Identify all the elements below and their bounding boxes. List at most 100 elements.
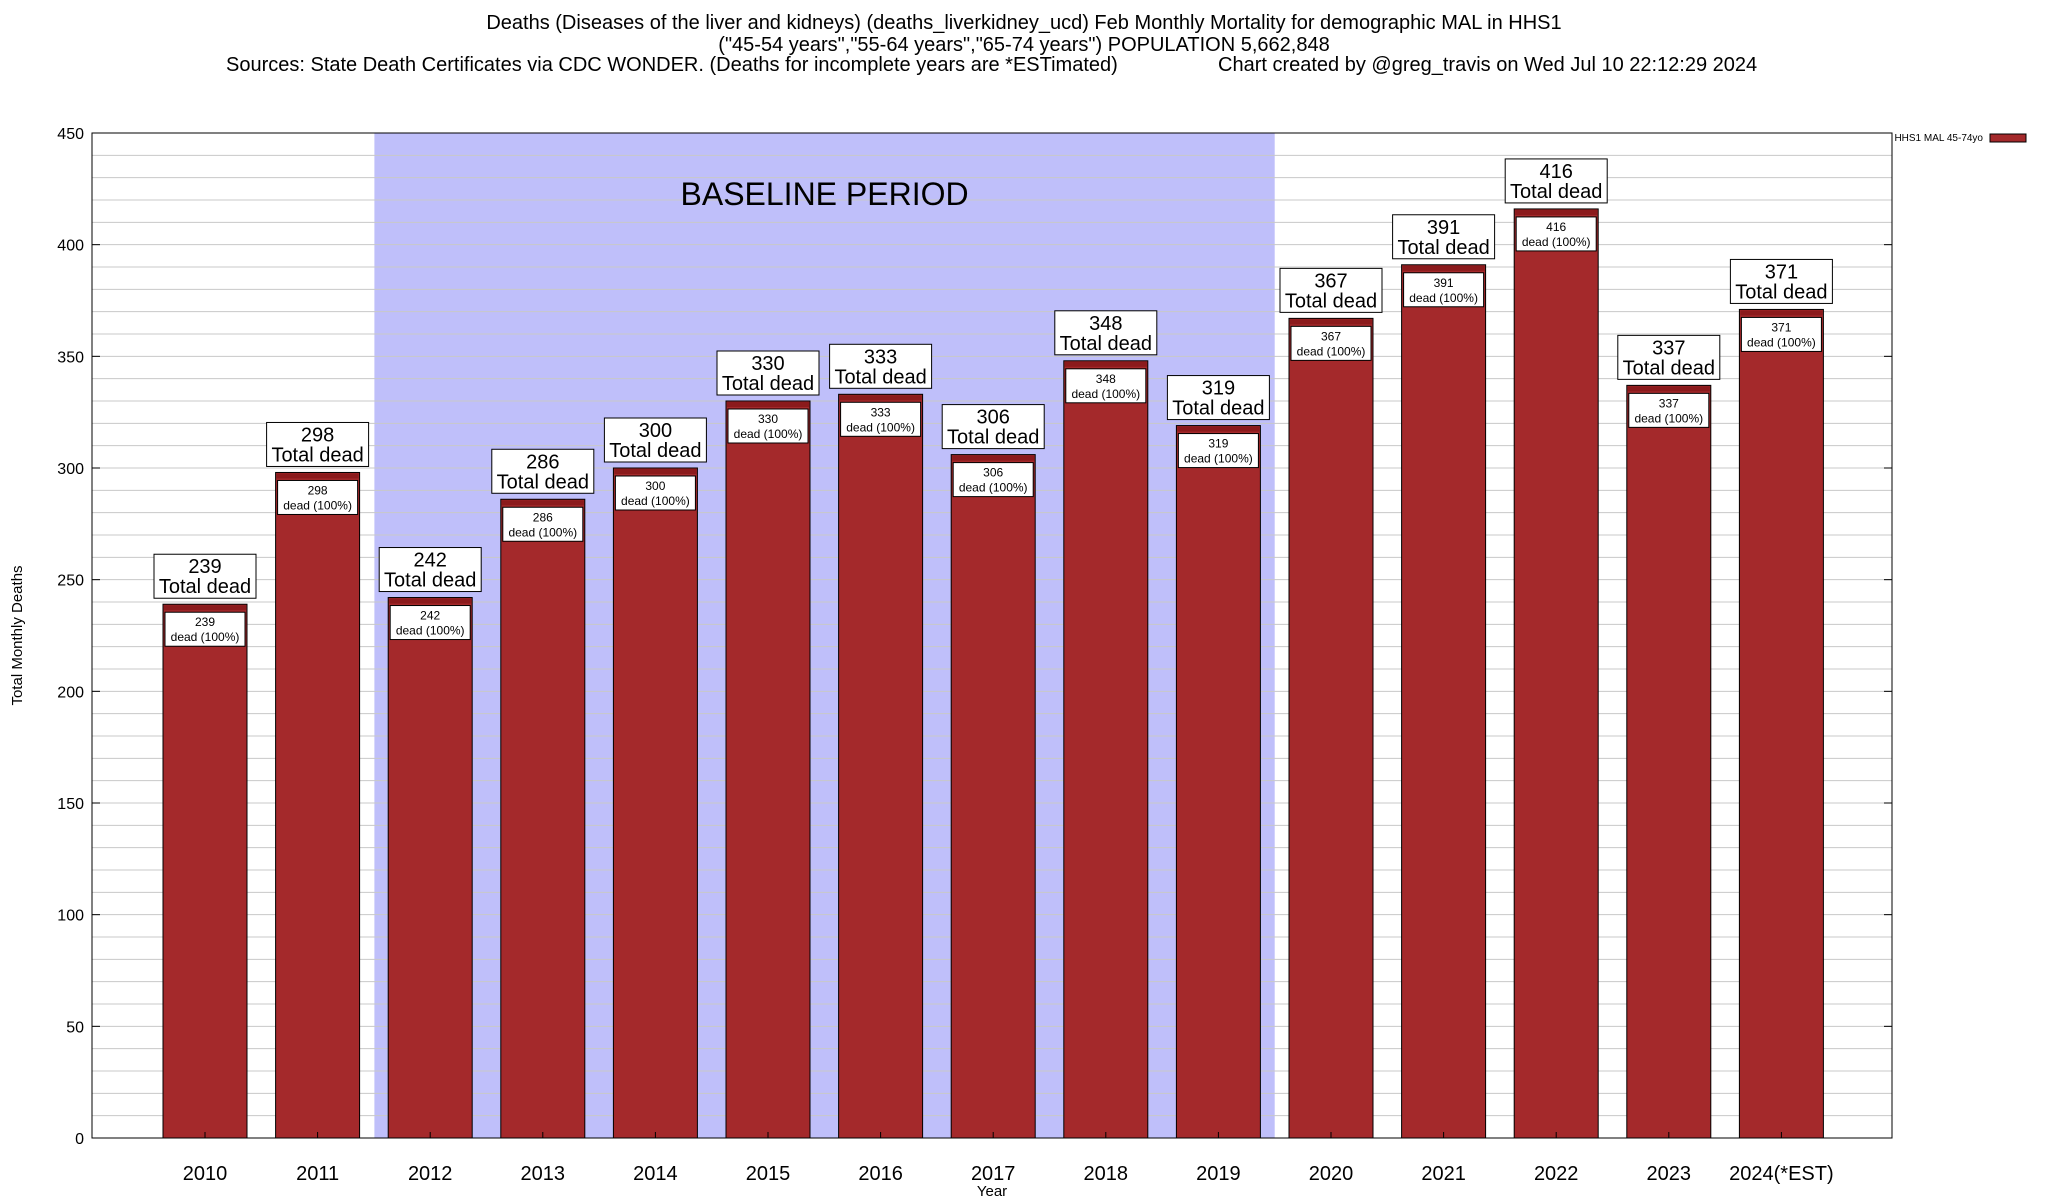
total-label-box [1166,375,1270,421]
total-dead-label: Total dead [1285,290,1377,312]
inner-value-label: 348 [1096,372,1116,386]
total-value-label: 306 [977,407,1010,429]
x-tick-label: 2022 [1534,1163,1579,1185]
y-tick-label: 400 [57,238,84,255]
inner-value-label: 333 [871,405,891,419]
inner-percent-label: dead (100%) [283,498,352,512]
inner-percent-label: dead (100%) [1409,291,1478,305]
inner-value-label: 306 [983,466,1003,480]
total-dead-label: Total dead [609,440,701,462]
x-tick-label: 2024(*EST) [1729,1163,1834,1185]
total-dead-label: Total dead [384,570,476,592]
bar [838,393,924,1139]
total-label-box [829,343,933,389]
total-dead-label: Total dead [1172,398,1264,420]
total-value-label: 330 [751,353,784,375]
inner-value-label: 319 [1208,437,1228,451]
y-tick-label: 250 [57,573,84,590]
total-label-box [1054,310,1158,356]
chart-title-block: Deaths (Diseases of the liver and kidney… [0,12,2048,56]
bar [387,597,473,1139]
bar-top-segment [1402,265,1485,271]
inner-percent-label: dead (100%) [1184,452,1253,466]
total-dead-label: Total dead [1735,281,1827,303]
inner-label-box [277,479,359,515]
inner-label-box [952,462,1034,498]
bar [950,454,1036,1139]
inner-percent-label: dead (100%) [1522,235,1591,249]
total-value-label: 286 [526,451,559,473]
x-tick-label: 2021 [1421,1163,1466,1185]
inner-percent-label: dead (100%) [1634,411,1703,425]
inner-value-label: 337 [1659,396,1679,410]
total-label-box [266,421,370,467]
bar [1626,384,1712,1139]
x-axis-label: Year [977,1183,1007,1200]
y-tick-label: 200 [57,684,84,701]
baseline-period-label: BASELINE PERIOD [681,176,969,212]
inner-label-box [1177,433,1259,469]
x-tick-label: 2023 [1647,1163,1692,1185]
x-tick-label: 2011 [296,1163,339,1185]
sources-text: Sources: State Death Certificates via CD… [226,54,1118,76]
x-tick-label: 2013 [521,1163,566,1185]
inner-label-box [1065,368,1147,404]
bar-top-segment [1515,209,1598,215]
inner-label-box [840,401,922,437]
inner-label-box [727,408,809,444]
bar-top-segment [1064,361,1147,367]
x-tick-label: 2014 [633,1163,678,1185]
inner-label-box [164,611,246,647]
inner-value-label: 300 [645,479,665,493]
total-value-label: 348 [1089,313,1122,335]
total-label-box [1729,258,1833,304]
y-tick-label: 300 [57,461,84,478]
inner-label-box [389,605,471,641]
inner-label-box [614,475,696,511]
bar [275,471,361,1139]
credit-text: Chart created by @greg_travis on Wed Jul… [1218,54,1758,76]
y-tick-label: 0 [75,1131,84,1148]
x-tick-label: 2010 [183,1163,228,1185]
x-tick-label: 2019 [1196,1163,1241,1185]
bar [612,467,698,1139]
total-dead-label: Total dead [947,427,1039,449]
inner-value-label: 391 [1434,276,1454,290]
inner-percent-label: dead (100%) [621,494,690,508]
total-label-box [1617,334,1721,380]
bar [1175,425,1261,1139]
x-tick-label: 2012 [408,1163,453,1185]
total-value-label: 371 [1765,261,1798,283]
inner-percent-label: dead (100%) [846,420,915,434]
y-axis-label: Total Monthly Deaths [9,565,26,705]
inner-percent-label: dead (100%) [959,481,1028,495]
inner-value-label: 242 [420,609,440,623]
bar-top-segment [501,500,584,506]
inner-percent-label: dead (100%) [171,630,240,644]
inner-value-label: 286 [533,510,553,524]
total-value-label: 300 [639,420,672,442]
bar-top-segment [164,605,246,611]
total-dead-label: Total dead [1510,181,1602,203]
inner-percent-label: dead (100%) [734,427,803,441]
bar [1738,308,1824,1139]
total-value-label: 298 [301,424,334,446]
total-label-box [603,417,707,463]
total-value-label: 367 [1314,270,1347,292]
total-label-box [491,448,595,494]
bar-top-segment [1627,386,1710,392]
bar-top-segment [1740,310,1823,316]
x-tick-label: 2020 [1309,1163,1354,1185]
total-dead-label: Total dead [497,471,589,493]
total-value-label: 333 [864,346,897,368]
total-value-label: 391 [1427,217,1460,239]
inner-value-label: 367 [1321,329,1341,343]
inner-value-label: 416 [1546,220,1566,234]
inner-percent-label: dead (100%) [1747,335,1816,349]
inner-value-label: 371 [1771,320,1791,334]
legend-label: HHS1 MAL 45-74yo [1894,133,1983,144]
legend-swatch [1989,133,2027,143]
bar [725,400,811,1139]
bar-top-segment [614,469,697,474]
